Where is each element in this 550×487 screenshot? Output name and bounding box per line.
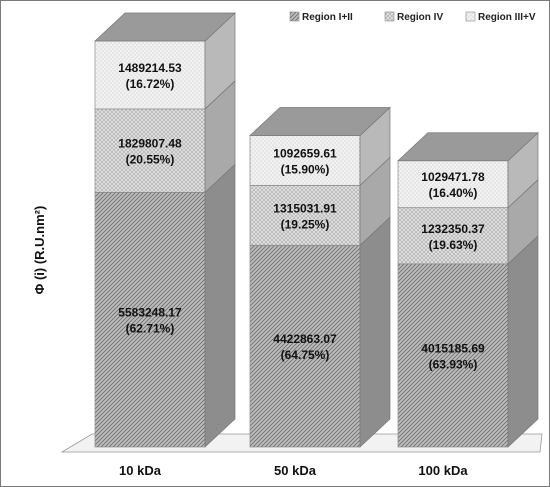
bar-segment-front: [249, 244, 361, 448]
bar-segment-side: [359, 216, 391, 448]
bar-segment-side: [204, 163, 236, 448]
x-tick-label: 10 kDa: [119, 463, 162, 478]
legend-label: Region III+V: [478, 12, 536, 23]
bar-top-face: [249, 107, 391, 136]
bar-segment-front: [397, 160, 509, 209]
bar-percent-label: (64.75%): [281, 348, 330, 362]
bar-percent-label: (16.72%): [126, 77, 175, 91]
bar-percent-label: (15.90%): [281, 162, 330, 176]
bar-percent-label: (19.25%): [281, 217, 330, 231]
bar-value-label: 4422863.07: [273, 332, 337, 346]
bar-value-label: 1489214.53: [118, 61, 182, 75]
bar-percent-label: (63.93%): [429, 357, 478, 371]
bar-percent-label: (62.71%): [126, 322, 175, 336]
legend-label: Region I+II: [302, 12, 353, 23]
bar-value-label: 5583248.17: [118, 306, 182, 320]
bar-top-face: [94, 12, 236, 42]
x-axis-tick-labels: 10 kDa 50 kDa 100 kDa: [119, 463, 468, 478]
legend-item-2: Region III+V: [465, 11, 536, 23]
legend-swatch: [384, 11, 395, 22]
legend-swatch: [465, 11, 476, 22]
bar-segment-front: [94, 40, 206, 110]
bar-segment-front: [249, 184, 361, 246]
bar-percent-label: (20.55%): [126, 153, 175, 167]
legend-label: Region IV: [397, 12, 443, 23]
bar-percent-label: (19.63%): [429, 238, 478, 252]
legend-item-0: Region I+II: [289, 11, 353, 23]
x-tick-label: 100 kDa: [418, 463, 468, 478]
bar-value-label: 1315031.91: [273, 201, 337, 215]
bar-value-label: 1092659.61: [273, 146, 337, 160]
bar-stack-1: 4422863.07 (64.75%) 1315031.91 (19.25%) 1092…: [249, 106, 391, 448]
legend: Region I+II Region IV Region III+V: [289, 11, 536, 23]
bars: 5583248.17 (62.71%) 1829807.48 (20.55%) 1489…: [94, 12, 539, 448]
bar-value-label: 1029471.78: [421, 170, 485, 184]
bar-segment-side: [507, 235, 539, 448]
bar-stack-0: 5583248.17 (62.71%) 1829807.48 (20.55%) 1489…: [94, 12, 236, 448]
bar-percent-label: (16.40%): [429, 186, 478, 200]
x-tick-label: 50 kDa: [274, 463, 317, 478]
bar-stack-2: 4015185.69 (63.93%) 1232350.37 (19.63%) 1029…: [397, 131, 539, 448]
bar-segment-front: [94, 108, 206, 193]
y-axis-title: Φ (i) (R.U.nm²): [32, 206, 47, 295]
bar-segment-front: [397, 263, 509, 448]
bar-value-label: 1232350.37: [421, 222, 485, 236]
legend-swatch: [289, 11, 300, 22]
legend-item-1: Region IV: [384, 11, 443, 23]
bar-top-face: [397, 132, 539, 162]
bar-segment-front: [94, 192, 206, 448]
bar-value-label: 4015185.69: [421, 341, 485, 355]
bar-segment-front: [249, 135, 361, 186]
bar-value-label: 1829807.48: [118, 137, 182, 151]
